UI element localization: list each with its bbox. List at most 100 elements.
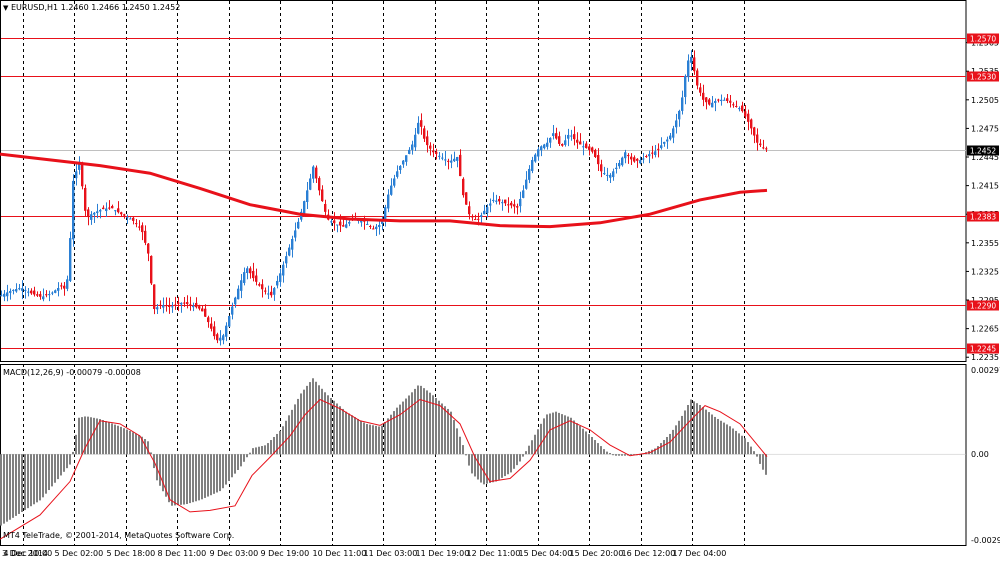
triangle-down-icon[interactable]: ▼ [3, 4, 9, 12]
candle-body [279, 273, 282, 282]
macd-bar [369, 424, 371, 455]
macd-bar [759, 454, 761, 464]
x-tick-label: 5 Dec 02:00 [55, 549, 104, 558]
macd-bar [30, 454, 32, 507]
macd-bar [612, 454, 614, 456]
macd-bar [696, 403, 698, 455]
macd-bar [186, 454, 188, 505]
macd-bar [396, 407, 398, 455]
macd-bar [657, 446, 659, 455]
macd-bar [681, 415, 683, 455]
macd-bar [240, 454, 242, 467]
candle-body [678, 110, 681, 120]
macd-bar [471, 454, 473, 474]
candle-body [84, 187, 87, 211]
candle-body [90, 214, 93, 220]
candle-body [504, 199, 507, 204]
macd-bar [12, 454, 14, 518]
candle-body [45, 294, 48, 296]
macd-bar [252, 448, 254, 455]
x-tick-label: 15 Dec 20:00 [570, 549, 624, 558]
macd-signal-line [0, 398, 768, 540]
candle-body [738, 108, 741, 110]
candle-body [555, 133, 558, 139]
candle-body [651, 152, 654, 154]
candle-body [537, 149, 540, 157]
macd-bar [591, 436, 593, 455]
macd-bar [393, 411, 395, 455]
candle-body [477, 218, 480, 220]
candle-body [435, 151, 438, 155]
candle-body [519, 198, 522, 207]
macd-bar [132, 432, 134, 455]
candle-body [618, 162, 621, 167]
macd-bar [741, 435, 743, 455]
macd-bar [39, 454, 41, 501]
macd-bar [63, 454, 65, 472]
candle-body [450, 160, 453, 163]
macd-bar [504, 454, 506, 477]
macd-bar [201, 454, 203, 500]
candle-body [447, 160, 450, 162]
macd-bar [0, 454, 2, 526]
macd-bar [168, 454, 170, 503]
candle-body [462, 178, 465, 196]
candle-body [15, 289, 18, 292]
macd-bar [339, 406, 341, 455]
macd-bar [693, 401, 695, 455]
macd-bar [273, 436, 275, 455]
candle-body [711, 102, 714, 108]
candle-body [441, 157, 444, 159]
macd-bar [213, 454, 215, 494]
candle-body [396, 171, 399, 177]
macd-bar [375, 425, 377, 455]
candle-body [732, 104, 735, 106]
candle-body [252, 270, 255, 279]
macd-bar [198, 454, 200, 501]
candle-body [87, 209, 90, 218]
macd-bar [144, 439, 146, 455]
level-tag-label: 1.2245 [970, 345, 996, 354]
candle-body [237, 288, 240, 300]
macd-bar [684, 410, 686, 455]
macd-bar [267, 443, 269, 455]
level-tag [967, 300, 999, 311]
macd-bar [255, 447, 257, 455]
macd-bar [129, 430, 131, 455]
candle-body [312, 166, 315, 179]
candle-body [276, 280, 279, 286]
macd-bar [669, 433, 671, 455]
candle-body [111, 206, 114, 209]
level-tag [967, 71, 999, 82]
candle-body [135, 223, 138, 225]
candle-body [765, 148, 768, 150]
macd-bar [138, 435, 140, 455]
macd-bar [576, 423, 578, 455]
candle-body [684, 75, 687, 98]
candle-body [150, 255, 153, 284]
candle-body [636, 158, 639, 161]
macd-bar [372, 425, 374, 455]
macd-bar [204, 454, 206, 498]
candle-body [633, 157, 636, 162]
candle-body [417, 122, 420, 134]
candle-body [18, 288, 21, 290]
macd-bar [195, 454, 197, 502]
candle-body [138, 226, 141, 228]
macd-bar [51, 454, 53, 487]
macd-bar [519, 454, 521, 462]
candle-body [705, 97, 708, 103]
candle-body [324, 203, 327, 212]
candle-body [660, 145, 663, 149]
candle-body [0, 295, 3, 297]
candle-body [432, 150, 435, 153]
candle-body [648, 154, 651, 157]
macd-bar [69, 454, 71, 465]
candle-body [495, 200, 498, 202]
macd-bar [489, 454, 491, 483]
macd-bar [429, 392, 431, 455]
candle-body [423, 128, 426, 139]
candle-body [693, 57, 696, 72]
